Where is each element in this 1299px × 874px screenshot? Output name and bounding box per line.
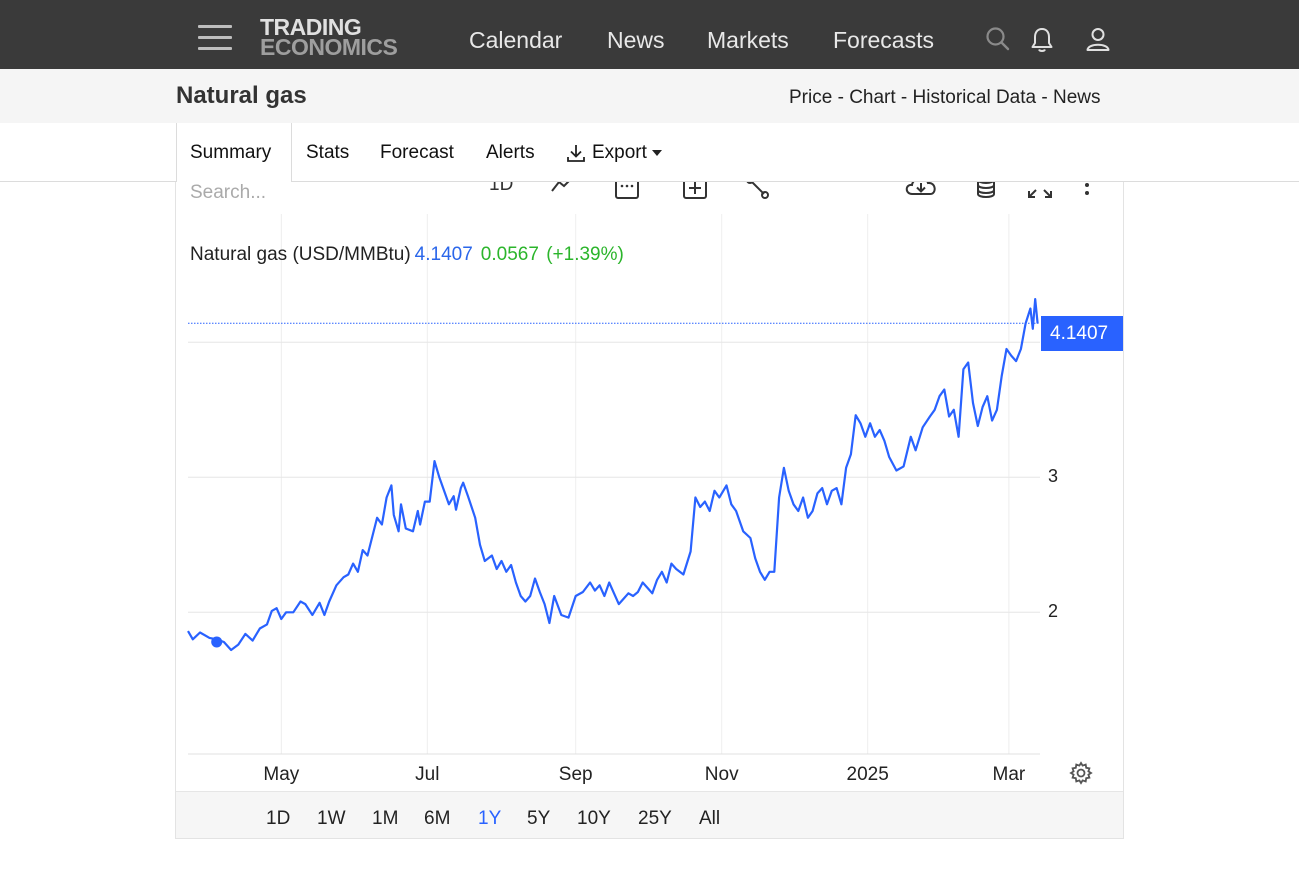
nav-markets[interactable]: Markets xyxy=(707,27,789,53)
export-label: Export xyxy=(592,142,647,163)
range-button-1w[interactable]: 1W xyxy=(317,808,346,829)
x-tick-label: Sep xyxy=(558,764,593,785)
download-small-icon xyxy=(567,145,585,162)
x-tick-label: 2025 xyxy=(846,764,889,785)
nav-news[interactable]: News xyxy=(607,27,665,53)
tab-summary[interactable]: Summary xyxy=(190,142,272,163)
legend-price: 4.1407 xyxy=(414,244,473,265)
logo-line2: ECONOMICS xyxy=(260,34,398,60)
tab-forecast[interactable]: Forecast xyxy=(380,142,454,163)
page-title: Natural gas xyxy=(176,82,307,109)
user-icon[interactable] xyxy=(1085,26,1111,52)
x-tick-label: Nov xyxy=(704,764,739,785)
subnav-price[interactable]: Price xyxy=(789,87,833,108)
menu-icon[interactable] xyxy=(198,25,232,51)
nav-calendar[interactable]: Calendar xyxy=(469,27,563,53)
series-start-marker xyxy=(211,636,223,648)
export-dropdown[interactable]: Export xyxy=(565,142,664,164)
subnav-chart[interactable]: Chart xyxy=(849,87,896,108)
legend-change-pct: (+1.39%) xyxy=(546,244,624,265)
chart-toolbar: 1D xyxy=(176,182,1123,212)
top-navbar xyxy=(0,0,1299,69)
symbol-search-input[interactable] xyxy=(190,182,350,204)
active-tab-indicator xyxy=(176,123,292,183)
subnav-separator: - xyxy=(832,87,850,108)
x-tick-label: Mar xyxy=(992,764,1026,785)
chart-series xyxy=(187,298,1039,652)
subnav-historical-data[interactable]: Historical Data xyxy=(912,87,1037,108)
more-icon[interactable] xyxy=(1082,182,1092,200)
line-chart-icon[interactable] xyxy=(550,182,576,196)
range-button-1m[interactable]: 1M xyxy=(372,808,399,829)
subnav-separator: - xyxy=(895,87,913,108)
title-bar xyxy=(0,69,1299,123)
range-bar xyxy=(176,791,1123,838)
bell-icon[interactable] xyxy=(1030,26,1054,54)
database-icon[interactable] xyxy=(974,182,998,200)
subnav-links: Price - Chart - Historical Data - News xyxy=(789,87,1101,109)
chart-panel xyxy=(175,182,1124,839)
series-line-natural-gas xyxy=(187,298,1039,652)
last-price-tag: 4.1407 xyxy=(1041,316,1123,351)
y-tick-label: 3 xyxy=(1048,466,1059,487)
search-icon[interactable] xyxy=(985,26,1011,52)
subnav-separator: - xyxy=(1036,87,1053,108)
interval-selector[interactable]: 1D xyxy=(489,182,514,195)
legend-change: 0.0567 xyxy=(480,244,539,265)
range-button-5y[interactable]: 5Y xyxy=(527,808,551,829)
chart-grid xyxy=(188,214,1040,755)
range-button-1y[interactable]: 1Y xyxy=(478,808,502,829)
draw-tool-icon[interactable] xyxy=(744,182,770,200)
range-button-10y[interactable]: 10Y xyxy=(577,808,611,829)
download-icon[interactable] xyxy=(904,182,938,198)
logo[interactable]: TRADING ECONOMICS xyxy=(260,14,398,60)
gear-icon[interactable] xyxy=(1069,761,1093,785)
chart-legend: Natural gas (USD/MMBtu) 4.1407 0.0567 (+1.… xyxy=(190,244,624,266)
calendar-icon[interactable] xyxy=(614,182,640,200)
legend-name: Natural gas (USD/MMBtu) xyxy=(190,244,411,265)
fullscreen-icon[interactable] xyxy=(1026,182,1054,200)
caret-down-icon xyxy=(651,150,662,156)
nav-forecasts[interactable]: Forecasts xyxy=(833,27,934,53)
range-button-6m[interactable]: 6M xyxy=(424,808,451,829)
x-tick-label: May xyxy=(263,764,300,785)
range-button-1d[interactable]: 1D xyxy=(266,808,291,829)
range-button-all[interactable]: All xyxy=(699,808,721,829)
add-indicator-icon[interactable] xyxy=(682,182,708,200)
y-tick-label: 2 xyxy=(1048,601,1059,622)
subnav-news[interactable]: News xyxy=(1052,87,1101,108)
tab-stats[interactable]: Stats xyxy=(306,142,350,163)
range-button-25y[interactable]: 25Y xyxy=(638,808,672,829)
x-tick-label: Jul xyxy=(415,764,440,785)
tab-alerts[interactable]: Alerts xyxy=(486,142,535,163)
logo-line1: TRADING xyxy=(260,14,362,40)
